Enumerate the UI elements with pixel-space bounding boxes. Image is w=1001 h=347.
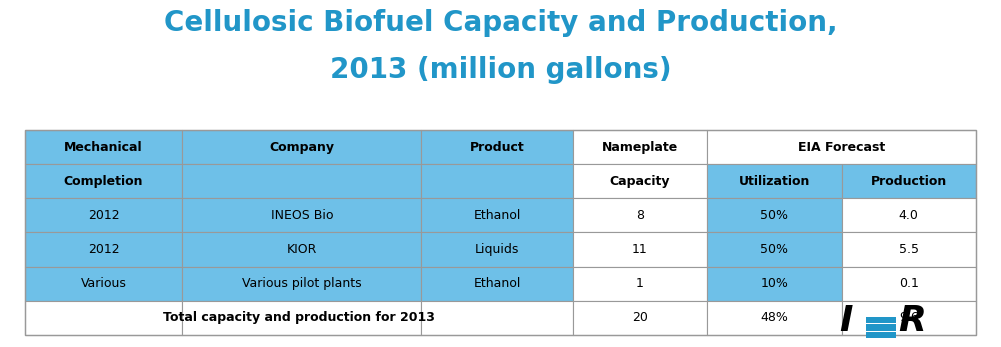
Bar (182, 232, 421, 266)
Text: Mechanical: Mechanical (64, 141, 143, 154)
Bar (25, 232, 182, 266)
Bar (842, 164, 976, 198)
Text: Capacity: Capacity (610, 175, 671, 188)
Text: Ethanol: Ethanol (473, 209, 521, 222)
Bar (707, 232, 842, 266)
Bar (182, 130, 421, 164)
Text: Company: Company (269, 141, 334, 154)
Bar (842, 232, 976, 266)
Bar (707, 130, 976, 164)
Text: Product: Product (469, 141, 525, 154)
Text: Nameplate: Nameplate (602, 141, 678, 154)
Bar (421, 130, 573, 164)
Text: EIA Forecast: EIA Forecast (798, 141, 885, 154)
Text: I: I (839, 304, 853, 338)
Text: 48%: 48% (761, 311, 789, 324)
Bar (25, 198, 182, 232)
Bar (842, 198, 976, 232)
Bar (573, 198, 707, 232)
Bar (842, 266, 976, 301)
Text: 20: 20 (632, 311, 648, 324)
Text: 2012: 2012 (88, 243, 119, 256)
Bar (25, 164, 182, 198)
Bar (866, 324, 896, 331)
Bar (25, 301, 182, 335)
Bar (421, 266, 573, 301)
Text: 50%: 50% (761, 243, 789, 256)
Bar (182, 266, 421, 301)
Text: Various pilot plants: Various pilot plants (242, 277, 361, 290)
Text: 0.1: 0.1 (899, 277, 919, 290)
Bar (421, 301, 573, 335)
Text: Production: Production (871, 175, 947, 188)
Bar (573, 266, 707, 301)
Text: 10%: 10% (761, 277, 789, 290)
Bar (182, 301, 421, 335)
Bar (866, 317, 896, 323)
Text: 1: 1 (636, 277, 644, 290)
Bar (421, 164, 573, 198)
Text: 11: 11 (633, 243, 648, 256)
Bar (573, 130, 707, 164)
Bar (421, 198, 573, 232)
Text: 9.6: 9.6 (899, 311, 919, 324)
Bar (707, 198, 842, 232)
Bar (707, 266, 842, 301)
Bar (707, 301, 842, 335)
Text: Cellulosic Biofuel Capacity and Production,: Cellulosic Biofuel Capacity and Producti… (164, 9, 837, 37)
Text: 4.0: 4.0 (899, 209, 919, 222)
Bar (573, 164, 707, 198)
Text: Utilization: Utilization (739, 175, 810, 188)
Text: INEOS Bio: INEOS Bio (270, 209, 333, 222)
Bar (573, 232, 707, 266)
Bar (25, 130, 976, 335)
Bar (842, 301, 976, 335)
Text: 50%: 50% (761, 209, 789, 222)
Bar (866, 332, 896, 338)
Text: Various: Various (81, 277, 126, 290)
Text: Ethanol: Ethanol (473, 277, 521, 290)
Text: R: R (898, 304, 926, 338)
Text: 2012: 2012 (88, 209, 119, 222)
Text: 2013 (million gallons): 2013 (million gallons) (329, 56, 672, 84)
Bar (707, 164, 842, 198)
Text: 5.5: 5.5 (899, 243, 919, 256)
Bar (182, 164, 421, 198)
Text: Liquids: Liquids (474, 243, 520, 256)
Bar (573, 301, 707, 335)
Bar (421, 232, 573, 266)
Text: Total capacity and production for 2013: Total capacity and production for 2013 (163, 311, 434, 324)
Text: KIOR: KIOR (286, 243, 317, 256)
Bar (25, 266, 182, 301)
Bar (182, 198, 421, 232)
Text: 8: 8 (636, 209, 644, 222)
Bar (25, 130, 182, 164)
Text: Completion: Completion (64, 175, 143, 188)
